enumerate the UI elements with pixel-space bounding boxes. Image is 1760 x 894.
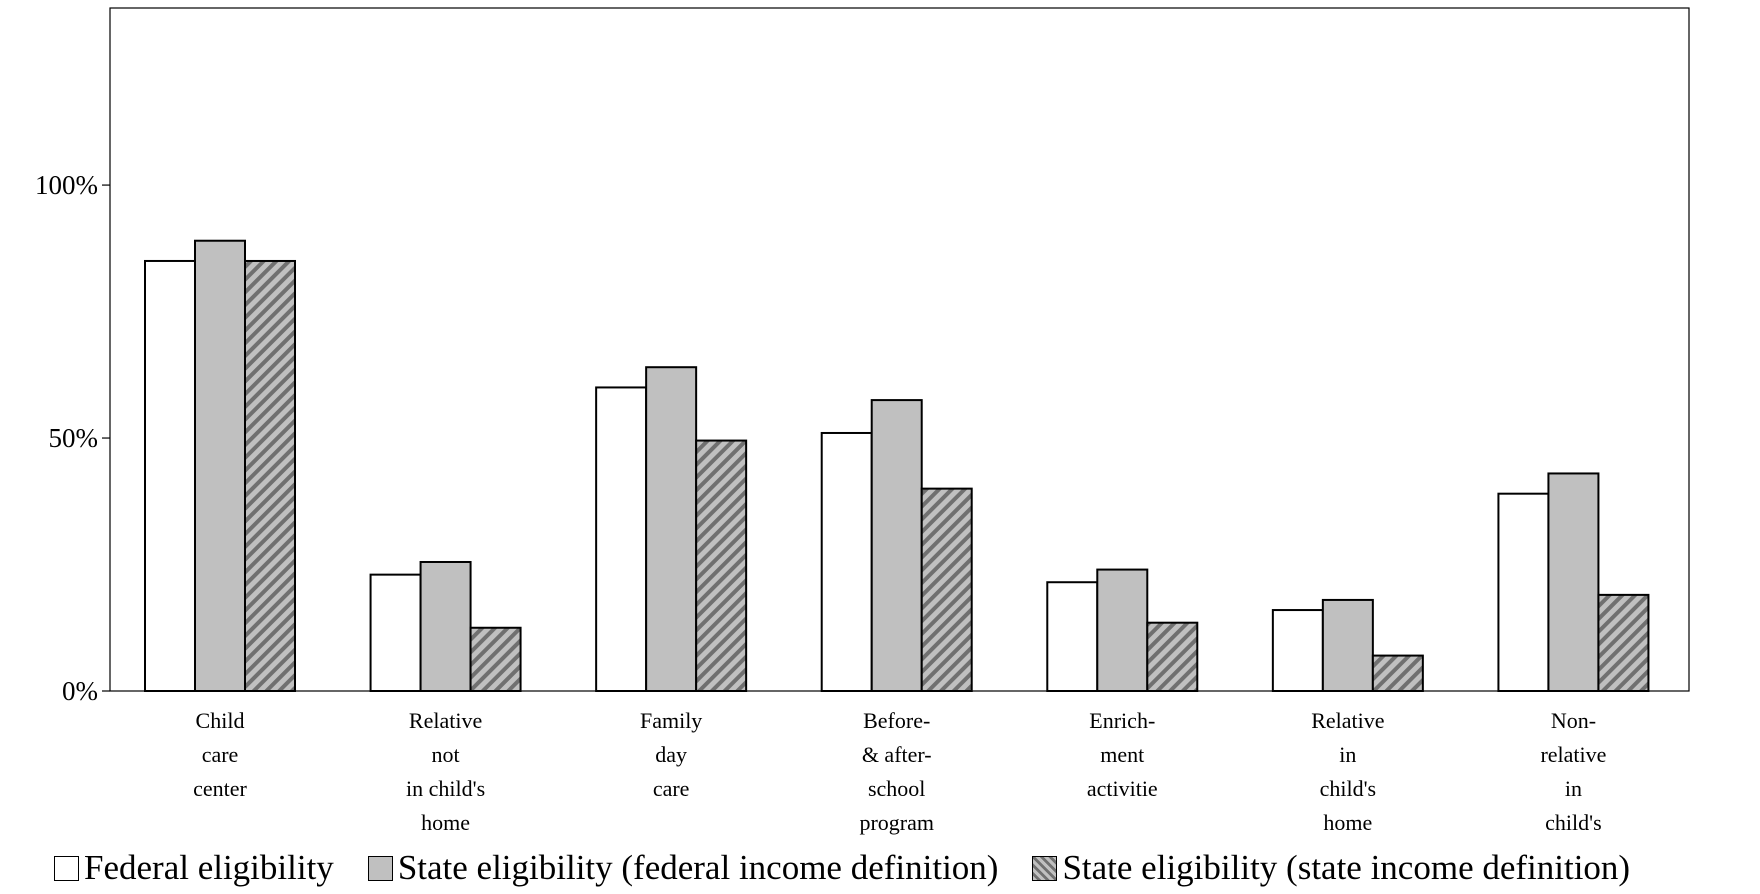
- legend-item-state-state-income: State eligibility (state income definiti…: [1032, 848, 1630, 888]
- x-category-label: Family day care: [640, 708, 702, 801]
- legend-swatch-state-state-income: [1032, 855, 1058, 881]
- bar-state-state-income: [244, 259, 296, 692]
- bar-federal: [1497, 492, 1550, 693]
- bar-state-federal-income: [194, 239, 246, 692]
- bar-state-state-income: [920, 487, 973, 693]
- legend-swatch-state-federal-income: [367, 855, 393, 881]
- bar-state-federal-income: [419, 560, 472, 692]
- bar-federal: [144, 259, 196, 692]
- legend-label-federal: Federal eligibility: [84, 848, 334, 887]
- bar-state-federal-income: [870, 399, 923, 692]
- bar-federal: [1271, 609, 1324, 693]
- bar-state-state-income: [695, 439, 748, 693]
- bar-state-federal-income: [1321, 598, 1374, 693]
- legend-item-federal: Federal eligibility: [54, 848, 334, 888]
- y-tick-label: 100%: [35, 170, 98, 200]
- x-axis-labels: Child care center Relative not in child's home…: [193, 708, 1606, 835]
- x-category-label: Relative not in child's home: [406, 708, 485, 835]
- x-category-label: Child care center: [193, 708, 247, 801]
- x-category-label: Relative in child's home: [1311, 708, 1384, 835]
- legend-swatch-federal: [54, 855, 79, 881]
- bar-federal: [369, 573, 422, 692]
- legend-label-state-state-income: State eligibility (state income definiti…: [1062, 848, 1631, 887]
- bar-state-federal-income: [1547, 472, 1600, 692]
- x-category-label: Enrich-ment activitie: [1087, 708, 1158, 801]
- y-axis: 0% 50% 100%: [35, 170, 110, 706]
- legend-item-state-federal-income: State eligibility (federal income defini…: [367, 848, 999, 888]
- bar-state-federal-income: [1096, 568, 1149, 692]
- bars: [144, 239, 1650, 693]
- bar-state-state-income: [1597, 593, 1650, 693]
- x-category-label: Before-& after-school program: [859, 708, 934, 835]
- legend-label-state-federal-income: State eligibility (federal income defini…: [397, 848, 999, 887]
- x-category-label: Non-relative in child's: [1540, 708, 1606, 835]
- y-tick-label: 50%: [49, 423, 99, 453]
- bar-state-federal-income: [645, 366, 698, 692]
- legend: Federal eligibility State eligibility (f…: [54, 848, 1630, 888]
- y-tick-label: 0%: [62, 676, 98, 706]
- bar-state-state-income: [469, 626, 522, 693]
- bar-federal: [820, 431, 873, 692]
- bar-state-state-income: [1146, 621, 1199, 693]
- bar-federal: [595, 386, 648, 692]
- bar-state-state-income: [1371, 654, 1424, 693]
- bar-federal: [1046, 581, 1099, 693]
